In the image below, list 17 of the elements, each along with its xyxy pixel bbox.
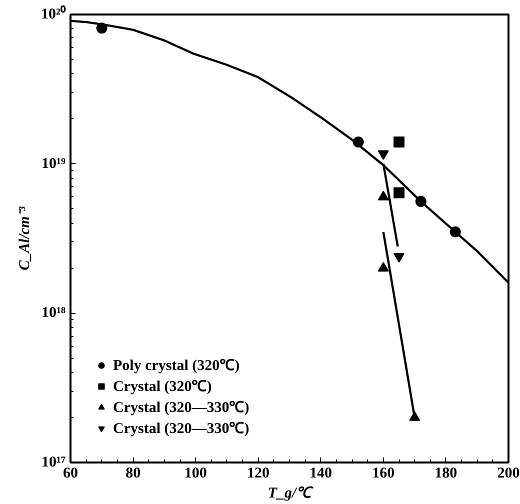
x-tick-label: 180 [434, 466, 458, 482]
x-tick-label: 100 [184, 466, 207, 482]
x-tick-label: 120 [246, 466, 270, 482]
legend-label: Crystal (320—330℃) [113, 399, 250, 417]
x-axis-title: T_g/℃ [268, 486, 314, 502]
x-tick-label: 140 [310, 466, 332, 482]
x-tick-label: 60 [63, 466, 78, 482]
x-tick-label: 160 [372, 466, 395, 482]
legend-label: Crystal (320℃) [113, 378, 212, 396]
x-tick-label: 80 [126, 466, 141, 482]
legend-label: Crystal (320—330℃) [113, 420, 250, 438]
y-axis-title: C_Al/cm⁻³ [17, 206, 34, 270]
x-tick-label: 200 [497, 466, 520, 482]
legend-label: Poly crystal (320℃) [113, 357, 240, 375]
y-tick-label: 10¹⁸ [42, 305, 66, 322]
y-tick-label: 10²⁰ [41, 4, 66, 22]
y-tick-label: 10¹⁹ [42, 156, 66, 172]
